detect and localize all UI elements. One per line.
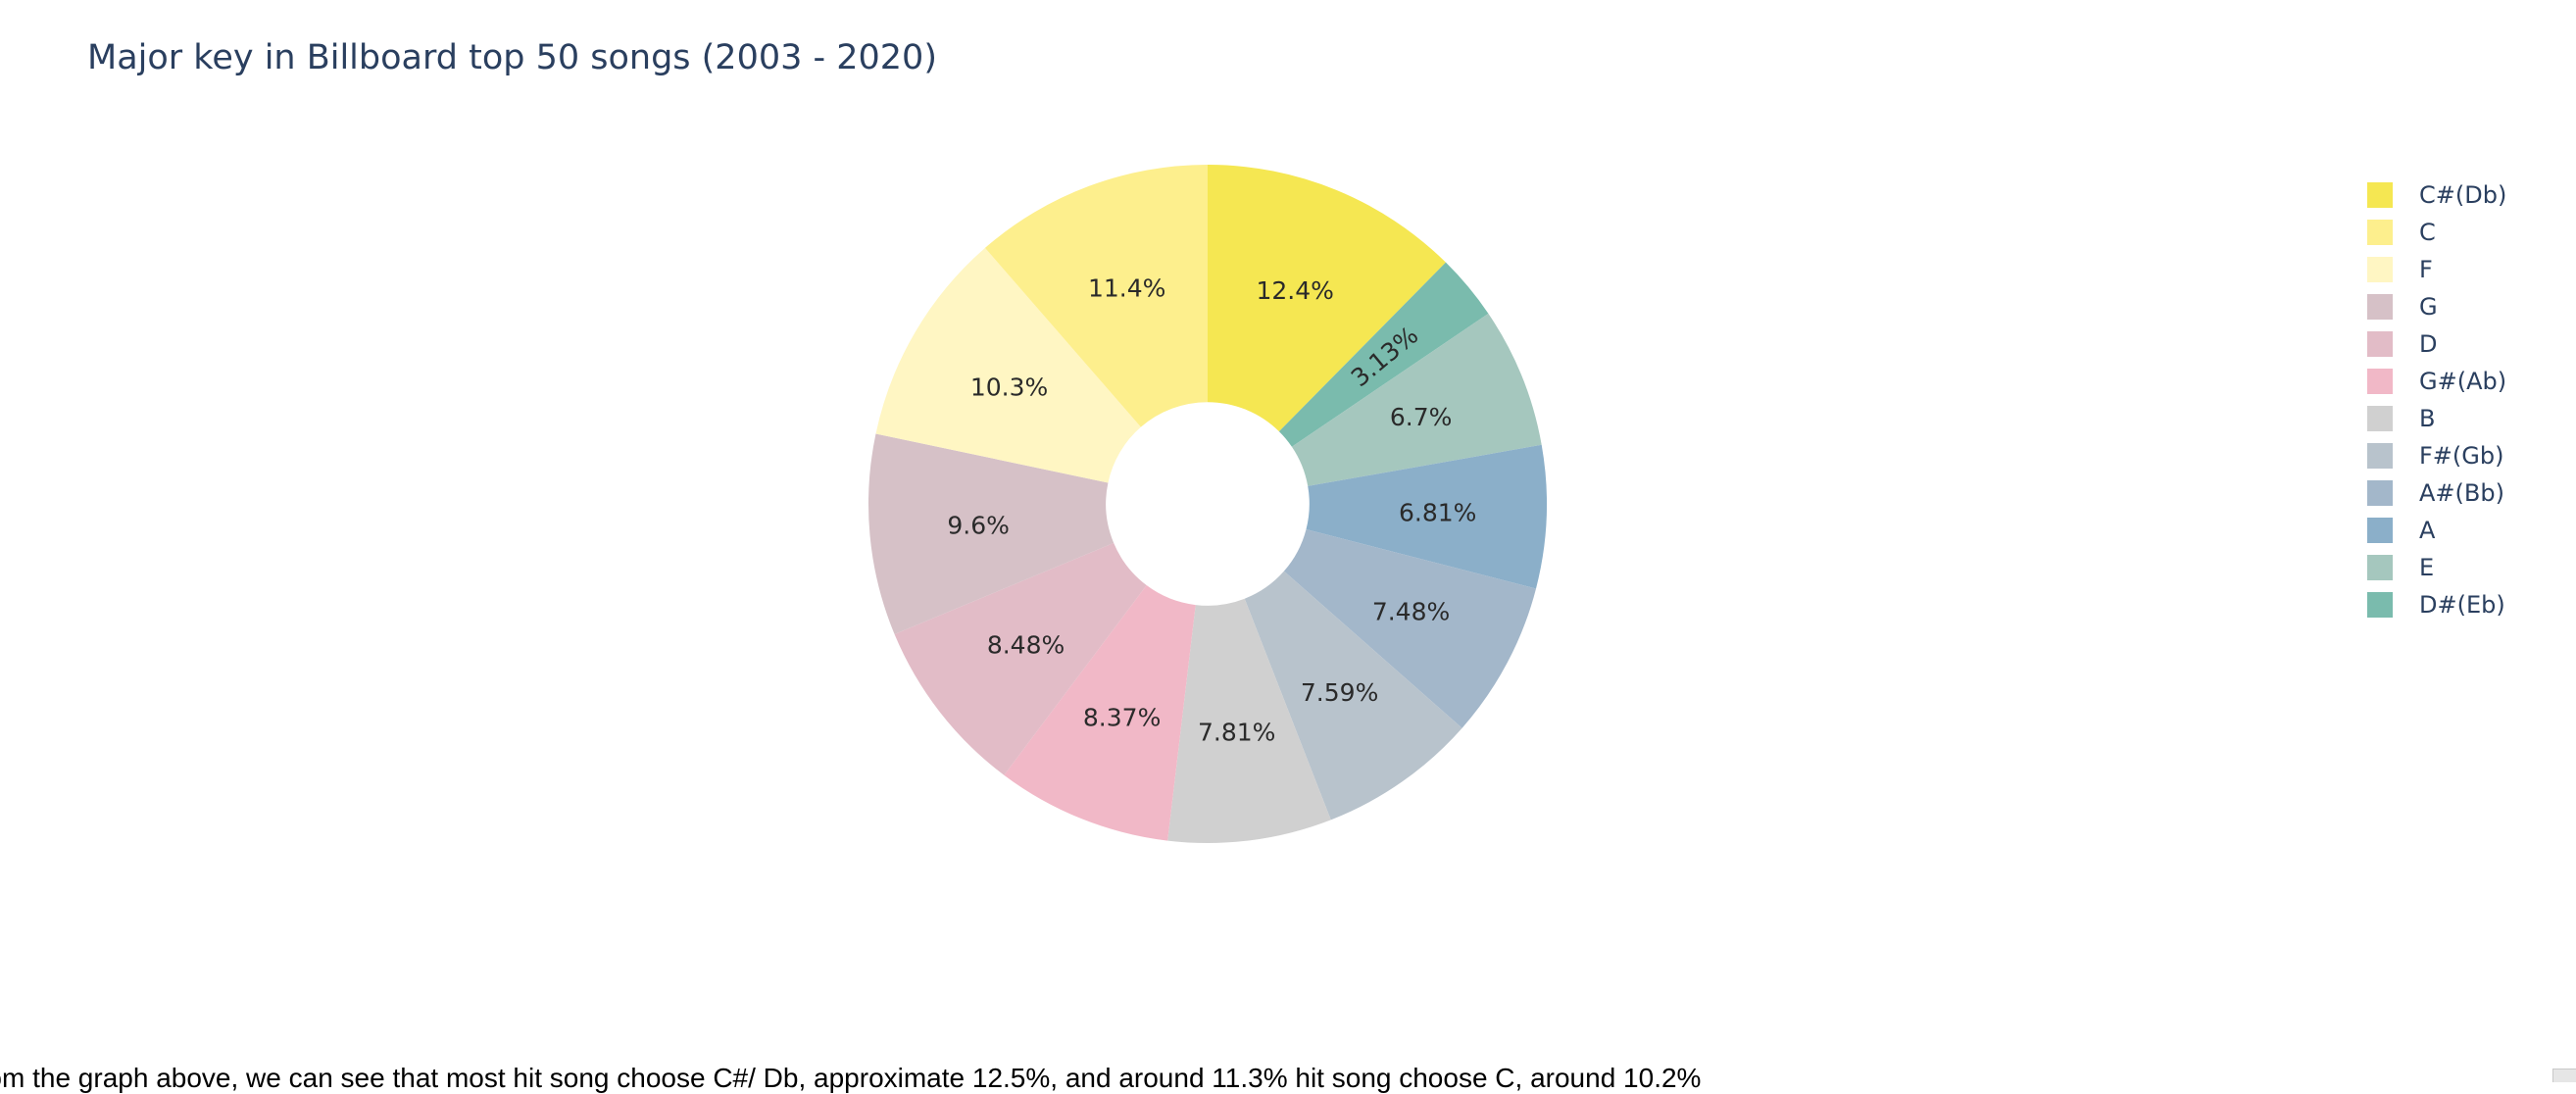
legend-label: G (2419, 293, 2438, 321)
legend-swatch (2367, 592, 2393, 618)
legend-label: D (2419, 330, 2437, 358)
pie-slice-f-gb[interactable] (1244, 571, 1462, 820)
legend-item-d-eb[interactable]: D#(Eb) (2367, 591, 2505, 619)
legend-swatch (2367, 331, 2393, 357)
legend-item-c-db[interactable]: C#(Db) (2367, 181, 2506, 209)
pie-slice-d-eb[interactable] (1278, 262, 1489, 447)
pie-slice-c[interactable] (984, 165, 1208, 427)
pie-slices (868, 165, 1547, 844)
legend-item-g-ab[interactable]: G#(Ab) (2367, 368, 2506, 395)
slice-label-a: 6.81% (1399, 499, 1476, 527)
pie-slice-f[interactable] (875, 247, 1141, 483)
pie-slice-d[interactable] (894, 542, 1147, 775)
legend-swatch (2367, 182, 2393, 208)
pie-slice-a-bb[interactable] (1283, 528, 1537, 728)
chart-title: Major key in Billboard top 50 songs (200… (87, 38, 937, 77)
legend-label: A#(Bb) (2419, 479, 2504, 507)
slice-label-c-db: 12.4% (1256, 276, 1333, 305)
legend-label: G#(Ab) (2419, 368, 2506, 395)
pie-slice-c-db[interactable] (1208, 165, 1446, 432)
legend-label: B (2419, 405, 2435, 432)
legend-item-c[interactable]: C (2367, 219, 2436, 246)
legend-label: C (2419, 219, 2436, 246)
legend-label: A (2419, 517, 2436, 544)
legend-label: F (2419, 256, 2433, 283)
legend-item-g[interactable]: G (2367, 293, 2438, 321)
slice-label-g: 9.6% (947, 511, 1010, 539)
legend-swatch (2367, 257, 2393, 282)
slice-label-b: 7.81% (1198, 719, 1275, 747)
legend-swatch (2367, 294, 2393, 320)
legend-swatch (2367, 480, 2393, 506)
slice-label-e: 6.7% (1390, 403, 1453, 431)
pie-slice-b[interactable] (1167, 598, 1331, 844)
pie-slice-a[interactable] (1306, 444, 1547, 589)
slice-label-g-ab: 8.37% (1083, 704, 1161, 732)
legend-swatch (2367, 555, 2393, 580)
legend-label: C#(Db) (2419, 181, 2506, 209)
pie-slice-e[interactable] (1291, 313, 1542, 486)
legend-label: E (2419, 554, 2434, 581)
slice-label-c: 11.4% (1088, 274, 1165, 302)
scrollbar-corner[interactable] (2552, 1069, 2576, 1082)
legend-label: D#(Eb) (2419, 591, 2505, 619)
pie-slice-g-ab[interactable] (1004, 585, 1196, 841)
legend-item-f[interactable]: F (2367, 256, 2433, 283)
legend-swatch (2367, 443, 2393, 469)
pie-slice-g[interactable] (868, 433, 1115, 634)
slice-label-f-gb: 7.59% (1301, 678, 1378, 707)
legend-item-e[interactable]: E (2367, 554, 2434, 581)
legend-item-a-bb[interactable]: A#(Bb) (2367, 479, 2504, 507)
legend-swatch (2367, 220, 2393, 245)
slice-labels: 12.4%3.13%6.7%6.81%7.48%7.59%7.81%8.37%8… (947, 274, 1476, 746)
legend-item-f-gb[interactable]: F#(Gb) (2367, 442, 2503, 470)
legend-swatch (2367, 518, 2393, 543)
legend-swatch (2367, 406, 2393, 431)
caption-text: From the graph above, we can see that mo… (0, 1063, 1702, 1093)
legend-item-b[interactable]: B (2367, 405, 2435, 432)
slice-label-f: 10.3% (970, 373, 1048, 401)
legend-item-a[interactable]: A (2367, 517, 2436, 544)
legend-label: F#(Gb) (2419, 442, 2503, 470)
slice-label-d: 8.48% (987, 631, 1065, 660)
legend-item-d[interactable]: D (2367, 330, 2437, 358)
legend-swatch (2367, 369, 2393, 394)
slice-label-a-bb: 7.48% (1372, 598, 1450, 626)
